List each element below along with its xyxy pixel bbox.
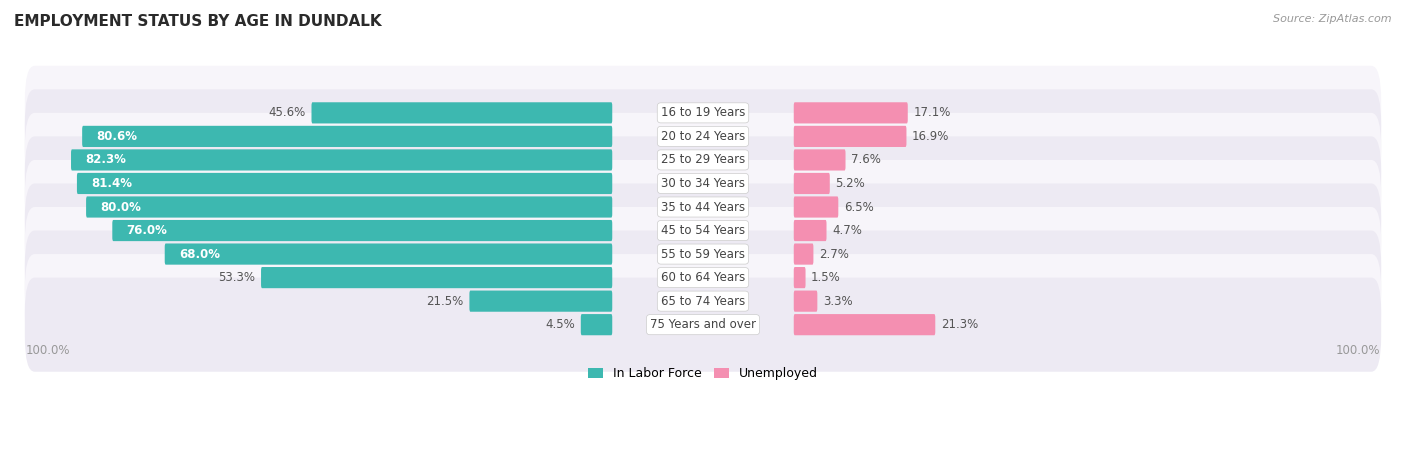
Text: 21.5%: 21.5% <box>426 295 464 308</box>
FancyBboxPatch shape <box>72 149 612 170</box>
Text: 25 to 29 Years: 25 to 29 Years <box>661 153 745 166</box>
Text: 68.0%: 68.0% <box>179 248 219 261</box>
Text: 82.3%: 82.3% <box>86 153 127 166</box>
FancyBboxPatch shape <box>262 267 612 288</box>
Text: 81.4%: 81.4% <box>91 177 132 190</box>
FancyBboxPatch shape <box>77 173 612 194</box>
FancyBboxPatch shape <box>794 220 827 241</box>
Text: 4.7%: 4.7% <box>832 224 862 237</box>
Text: 4.5%: 4.5% <box>546 318 575 331</box>
FancyBboxPatch shape <box>25 136 1381 230</box>
Text: 3.3%: 3.3% <box>823 295 852 308</box>
FancyBboxPatch shape <box>165 244 612 265</box>
FancyBboxPatch shape <box>25 160 1381 254</box>
FancyBboxPatch shape <box>25 184 1381 278</box>
Text: 80.0%: 80.0% <box>100 201 141 213</box>
Text: 21.3%: 21.3% <box>941 318 979 331</box>
FancyBboxPatch shape <box>82 126 612 147</box>
Text: 53.3%: 53.3% <box>218 271 256 284</box>
FancyBboxPatch shape <box>794 173 830 194</box>
Legend: In Labor Force, Unemployed: In Labor Force, Unemployed <box>583 362 823 385</box>
FancyBboxPatch shape <box>581 314 612 335</box>
FancyBboxPatch shape <box>25 207 1381 301</box>
FancyBboxPatch shape <box>25 230 1381 325</box>
FancyBboxPatch shape <box>25 113 1381 207</box>
Text: 45.6%: 45.6% <box>269 106 307 120</box>
FancyBboxPatch shape <box>86 196 612 217</box>
Text: 75 Years and over: 75 Years and over <box>650 318 756 331</box>
Text: 7.6%: 7.6% <box>851 153 882 166</box>
Text: 6.5%: 6.5% <box>844 201 873 213</box>
Text: 80.6%: 80.6% <box>96 130 138 143</box>
FancyBboxPatch shape <box>794 314 935 335</box>
Text: 16 to 19 Years: 16 to 19 Years <box>661 106 745 120</box>
FancyBboxPatch shape <box>25 278 1381 372</box>
Text: 2.7%: 2.7% <box>818 248 849 261</box>
FancyBboxPatch shape <box>470 290 612 312</box>
FancyBboxPatch shape <box>794 244 814 265</box>
Text: 5.2%: 5.2% <box>835 177 865 190</box>
Text: 45 to 54 Years: 45 to 54 Years <box>661 224 745 237</box>
Text: 20 to 24 Years: 20 to 24 Years <box>661 130 745 143</box>
Text: EMPLOYMENT STATUS BY AGE IN DUNDALK: EMPLOYMENT STATUS BY AGE IN DUNDALK <box>14 14 381 28</box>
Text: 30 to 34 Years: 30 to 34 Years <box>661 177 745 190</box>
Text: 65 to 74 Years: 65 to 74 Years <box>661 295 745 308</box>
FancyBboxPatch shape <box>25 66 1381 160</box>
FancyBboxPatch shape <box>25 89 1381 184</box>
FancyBboxPatch shape <box>794 102 908 124</box>
FancyBboxPatch shape <box>794 126 907 147</box>
Text: 16.9%: 16.9% <box>912 130 949 143</box>
Text: 35 to 44 Years: 35 to 44 Years <box>661 201 745 213</box>
Text: Source: ZipAtlas.com: Source: ZipAtlas.com <box>1274 14 1392 23</box>
Text: 55 to 59 Years: 55 to 59 Years <box>661 248 745 261</box>
Text: 76.0%: 76.0% <box>127 224 167 237</box>
FancyBboxPatch shape <box>794 149 845 170</box>
FancyBboxPatch shape <box>794 196 838 217</box>
FancyBboxPatch shape <box>25 254 1381 348</box>
FancyBboxPatch shape <box>794 267 806 288</box>
FancyBboxPatch shape <box>794 290 817 312</box>
Text: 1.5%: 1.5% <box>811 271 841 284</box>
FancyBboxPatch shape <box>112 220 612 241</box>
Text: 60 to 64 Years: 60 to 64 Years <box>661 271 745 284</box>
Text: 17.1%: 17.1% <box>914 106 950 120</box>
FancyBboxPatch shape <box>312 102 612 124</box>
